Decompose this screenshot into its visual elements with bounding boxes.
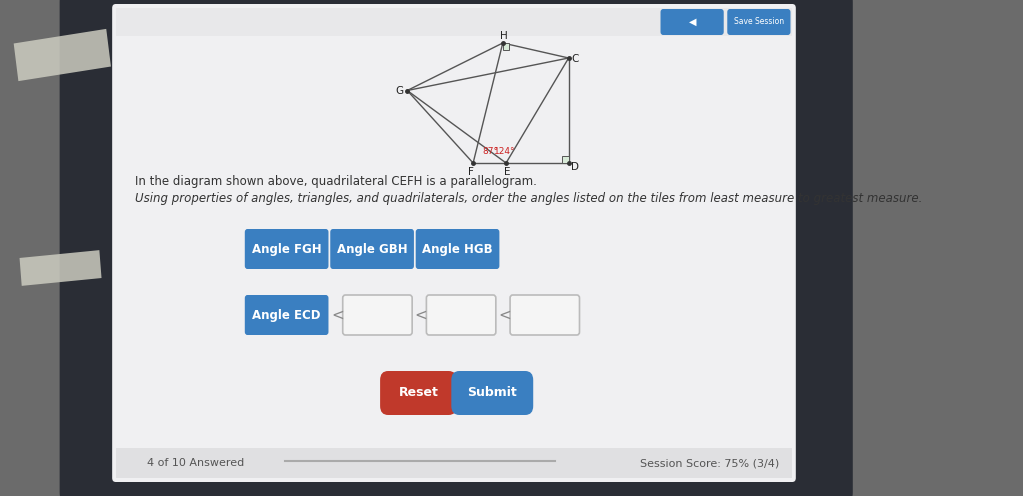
Text: In the diagram shown above, quadrilateral CEFH is a parallelogram.: In the diagram shown above, quadrilatera… (135, 175, 537, 188)
Text: Using properties of angles, triangles, and quadrilaterals, order the angles list: Using properties of angles, triangles, a… (135, 192, 923, 205)
Text: <: < (414, 308, 428, 322)
FancyBboxPatch shape (343, 295, 412, 335)
FancyBboxPatch shape (427, 295, 496, 335)
Text: <: < (331, 308, 344, 322)
Text: D: D (571, 162, 579, 172)
Text: C: C (571, 54, 579, 64)
Text: Session Score: 75% (3/4): Session Score: 75% (3/4) (639, 458, 779, 468)
Bar (563, 156, 569, 163)
FancyBboxPatch shape (661, 9, 723, 35)
Text: Angle GBH: Angle GBH (337, 243, 407, 255)
Text: Submit: Submit (468, 386, 518, 399)
Text: 124°: 124° (494, 147, 516, 156)
Text: H: H (500, 31, 507, 41)
Text: Angle FGH: Angle FGH (252, 243, 321, 255)
FancyBboxPatch shape (727, 9, 791, 35)
Text: Angle ECD: Angle ECD (253, 309, 321, 321)
Text: G: G (395, 86, 403, 97)
FancyBboxPatch shape (510, 295, 579, 335)
Text: Angle HGB: Angle HGB (422, 243, 493, 255)
Bar (19, 250, 101, 286)
Text: 87°: 87° (482, 147, 498, 156)
FancyBboxPatch shape (451, 371, 533, 415)
FancyBboxPatch shape (113, 4, 796, 482)
Text: 4 of 10 Answered: 4 of 10 Answered (147, 458, 244, 468)
Bar (13, 29, 110, 81)
Text: E: E (503, 167, 510, 177)
Text: ◀: ◀ (688, 17, 697, 27)
Text: <: < (498, 308, 512, 322)
Text: Save Session: Save Session (735, 17, 785, 26)
FancyBboxPatch shape (244, 229, 328, 269)
FancyBboxPatch shape (415, 229, 499, 269)
FancyBboxPatch shape (244, 295, 328, 335)
Text: Reset: Reset (398, 386, 438, 399)
Bar (502, 43, 509, 50)
Text: F: F (468, 167, 474, 177)
Bar (116, 448, 792, 478)
FancyBboxPatch shape (59, 0, 853, 496)
FancyBboxPatch shape (116, 8, 792, 36)
FancyBboxPatch shape (381, 371, 456, 415)
FancyBboxPatch shape (330, 229, 414, 269)
